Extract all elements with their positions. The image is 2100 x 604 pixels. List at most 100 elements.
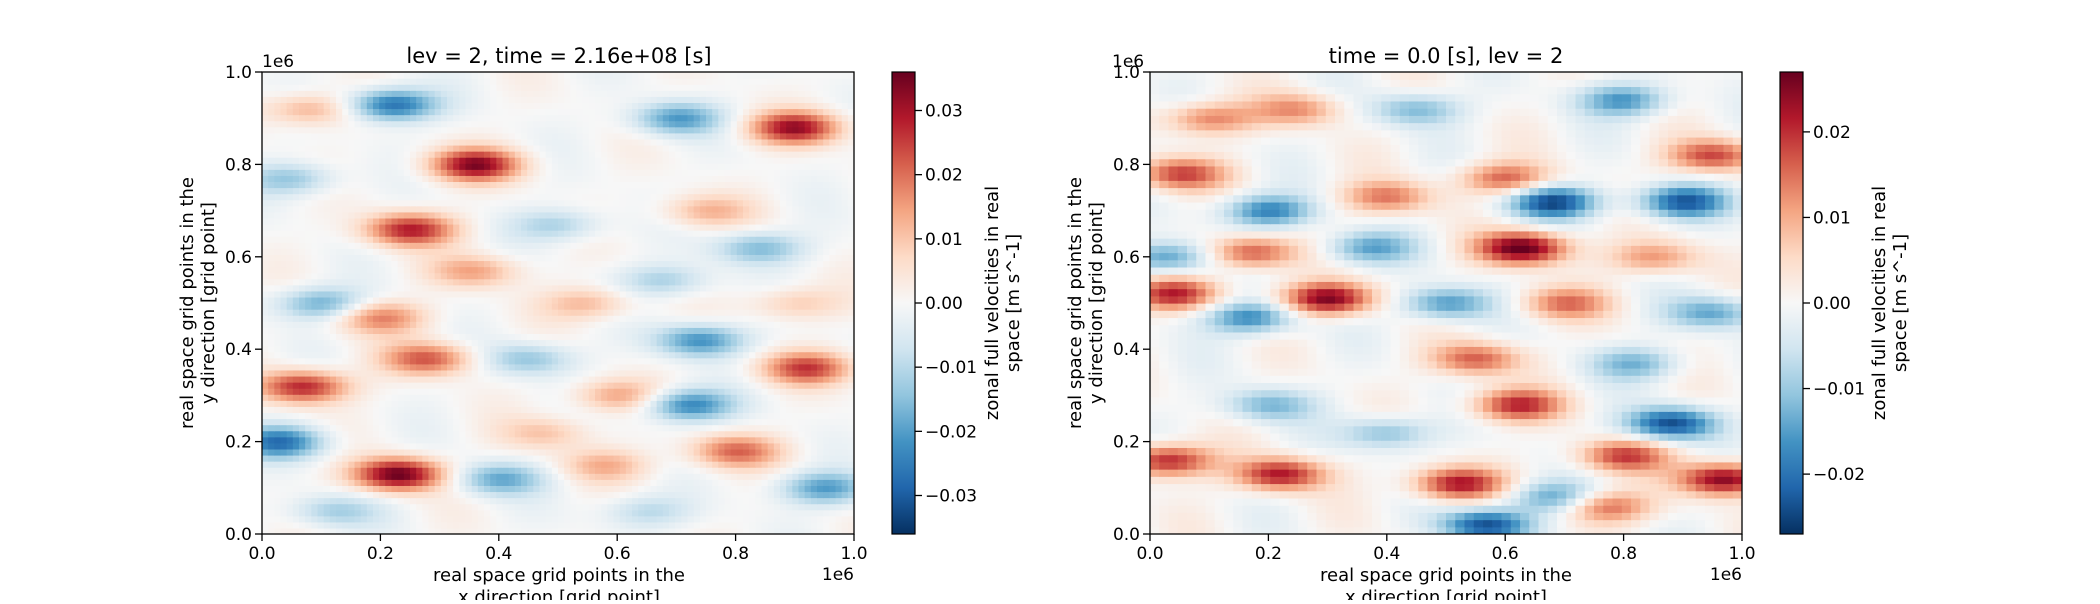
heatmap-cell	[440, 278, 448, 286]
heatmap-cell	[582, 309, 590, 316]
heatmap-cell	[354, 497, 362, 505]
heatmap-cell	[829, 357, 837, 365]
heatmap-cell	[373, 369, 380, 377]
heatmap-cell	[379, 375, 386, 383]
heatmap-cell	[780, 333, 787, 341]
heatmap-cell	[299, 278, 306, 286]
heatmap-cell	[545, 315, 553, 322]
heatmap-cell	[317, 290, 325, 298]
heatmap-cell	[743, 406, 750, 414]
heatmap-cell	[829, 272, 837, 280]
heatmap-cell	[638, 503, 645, 511]
heatmap-cell	[558, 497, 565, 505]
heatmap-cell	[687, 339, 695, 347]
heatmap-cell	[397, 327, 405, 334]
heatmap-cell	[508, 315, 516, 322]
heatmap-cell	[262, 412, 269, 420]
heatmap-cell	[706, 284, 713, 292]
heatmap-cell	[447, 284, 454, 292]
heatmap-cell	[749, 321, 756, 328]
heatmap-cell	[373, 290, 380, 298]
heatmap-cell	[422, 521, 430, 529]
heatmap-cell	[724, 388, 732, 395]
heatmap-cell	[595, 485, 602, 493]
heatmap-cell	[693, 479, 701, 486]
heatmap-cell	[564, 412, 571, 420]
heatmap-cell	[416, 375, 423, 383]
heatmap-cell	[810, 382, 818, 389]
heatmap-cell	[447, 309, 454, 316]
heatmap-cell	[687, 485, 695, 493]
heatmap-cell	[718, 436, 726, 444]
heatmap-cell	[551, 339, 559, 347]
heatmap-cell	[496, 278, 504, 286]
heatmap-cell	[280, 242, 288, 249]
heatmap-cell	[477, 369, 485, 377]
heatmap-cell	[669, 448, 676, 456]
heatmap-cell	[662, 467, 670, 474]
heatmap-cell	[453, 345, 460, 353]
heatmap-cell	[613, 442, 621, 450]
heatmap-cell	[428, 424, 436, 432]
heatmap-cell	[829, 375, 837, 383]
heatmap-cell	[619, 357, 627, 365]
heatmap-cell	[453, 303, 460, 310]
heatmap-cell	[379, 479, 386, 486]
heatmap-cell	[613, 315, 621, 322]
heatmap-cell	[841, 473, 849, 480]
heatmap-cell	[564, 296, 571, 304]
heatmap-cell	[453, 497, 460, 505]
heatmap-cell	[730, 503, 738, 511]
heatmap-cell	[712, 327, 719, 334]
heatmap-cell	[397, 357, 405, 365]
heatmap-cell	[595, 467, 602, 474]
heatmap-cell	[638, 254, 645, 262]
heatmap-cell	[786, 248, 793, 255]
heatmap-cell	[681, 236, 689, 243]
heatmap-cell	[706, 479, 713, 486]
heatmap-cell	[403, 266, 411, 274]
heatmap-cell	[699, 357, 707, 365]
heatmap-cell	[274, 382, 282, 389]
heatmap-cell	[564, 375, 571, 383]
heatmap-cell	[268, 527, 275, 534]
heatmap-cell	[780, 412, 787, 420]
heatmap-cell	[588, 424, 596, 432]
heatmap-cell	[817, 315, 824, 322]
heatmap-cell	[305, 461, 312, 468]
heatmap-cell	[582, 278, 590, 286]
heatmap-cell	[601, 400, 608, 407]
heatmap-cell	[730, 394, 738, 401]
heatmap-cell	[681, 254, 689, 262]
heatmap-cell	[490, 296, 497, 304]
heatmap-cell	[681, 515, 689, 523]
heatmap-cell	[539, 339, 547, 347]
heatmap-cell	[780, 242, 787, 249]
heatmap-cell	[798, 223, 806, 231]
heatmap-cell	[465, 375, 473, 383]
heatmap-cell	[693, 503, 701, 511]
heatmap-cell	[829, 424, 837, 432]
heatmap-cell	[625, 254, 633, 262]
heatmap-cell	[521, 309, 528, 316]
heatmap-cell	[440, 521, 448, 529]
heatmap-cell	[416, 424, 423, 432]
heatmap-cell	[453, 272, 460, 280]
heatmap-cell	[650, 309, 658, 316]
heatmap-cell	[662, 436, 670, 444]
heatmap-cell	[736, 284, 744, 292]
heatmap-cell	[453, 296, 460, 304]
heatmap-cell	[403, 303, 411, 310]
heatmap-cell	[662, 309, 670, 316]
heatmap-cell	[718, 272, 726, 280]
heatmap-cell	[558, 303, 565, 310]
heatmap-cell	[440, 454, 448, 462]
heatmap-cell	[644, 515, 652, 523]
heatmap-cell	[434, 515, 442, 523]
heatmap-cell	[459, 236, 467, 243]
heatmap-cell	[268, 223, 275, 231]
heatmap-cell	[644, 479, 652, 486]
heatmap-cell	[453, 327, 460, 334]
heatmap-cell	[792, 467, 800, 474]
heatmap-cell	[687, 382, 695, 389]
